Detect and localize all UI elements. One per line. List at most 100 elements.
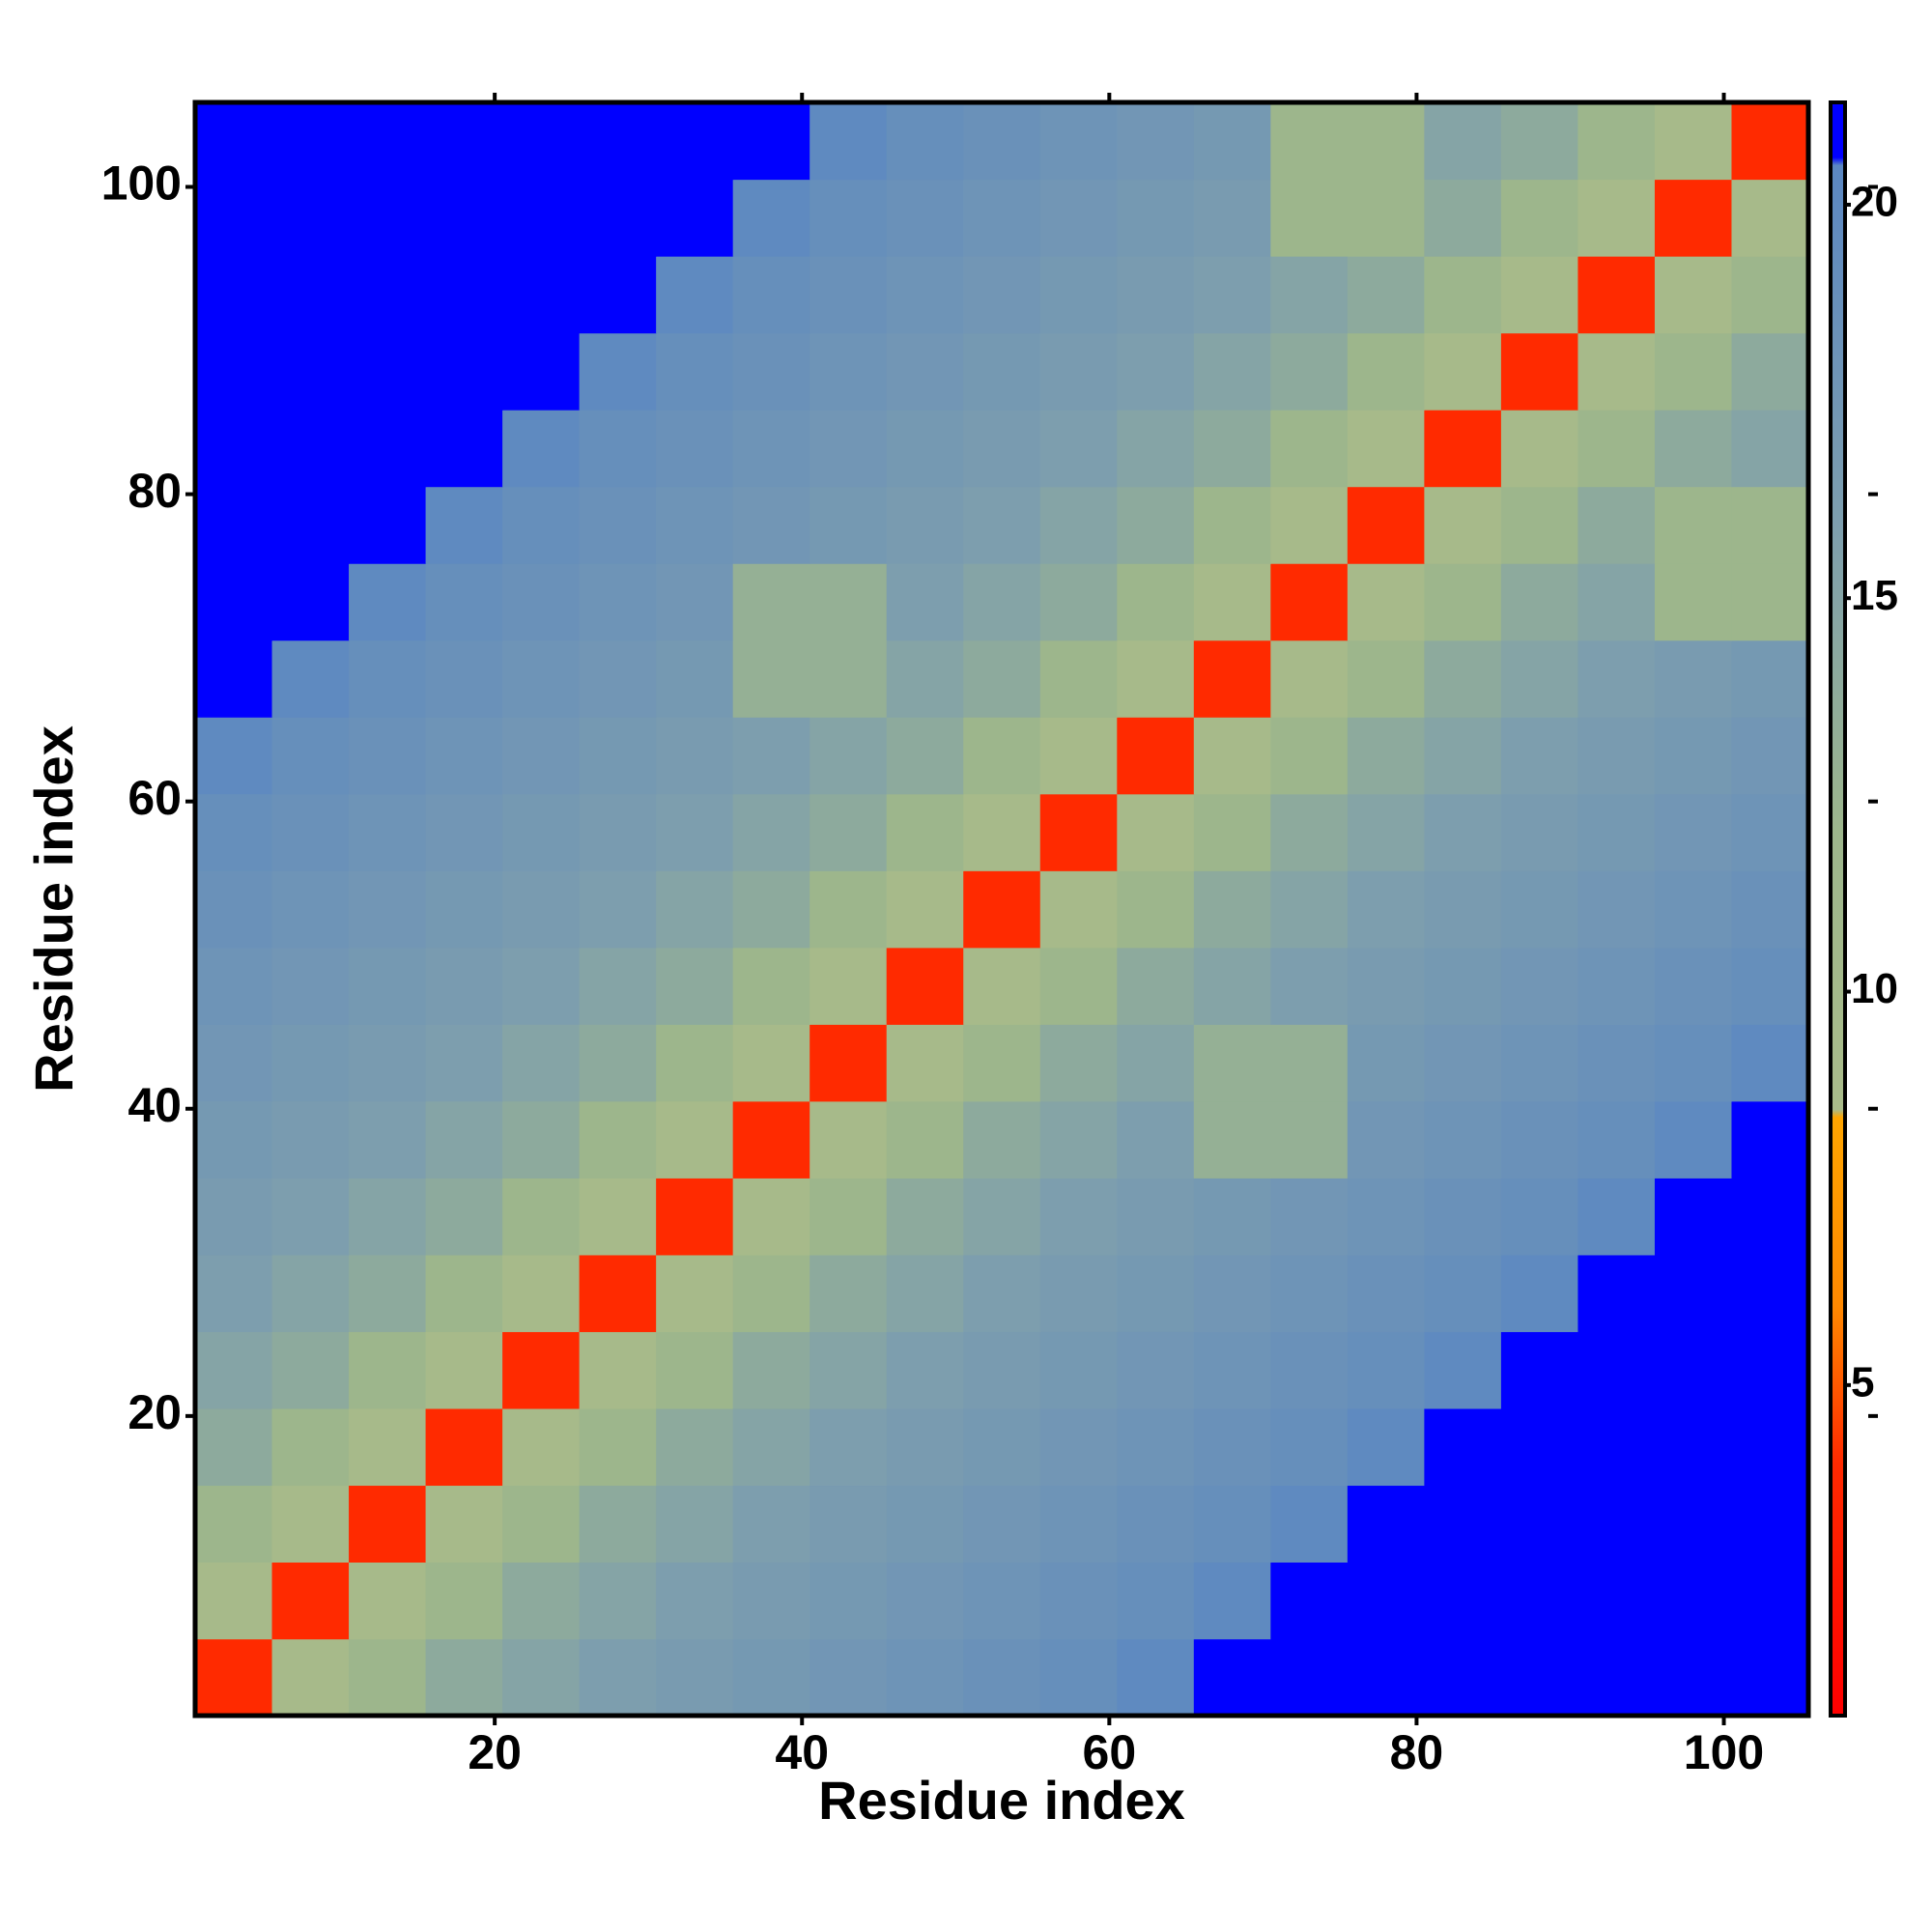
- heatmap-cell: [1193, 256, 1271, 334]
- heatmap-cell: [1654, 1485, 1733, 1563]
- heatmap-cell: [1500, 793, 1579, 871]
- heatmap-cell: [1577, 870, 1656, 949]
- heatmap-cell: [349, 870, 427, 949]
- heatmap-cell: [271, 179, 350, 257]
- heatmap-cell: [271, 486, 350, 564]
- heatmap-cell: [1039, 1485, 1118, 1563]
- heatmap-cell: [1654, 256, 1733, 334]
- heatmap-cell: [425, 332, 503, 411]
- heatmap-cell: [886, 1254, 964, 1332]
- heatmap-cell: [1654, 1024, 1733, 1102]
- heatmap-cell: [425, 102, 503, 181]
- heatmap-cell: [886, 1638, 964, 1717]
- heatmap-cell: [1193, 717, 1271, 795]
- heatmap-cell: [1424, 1638, 1502, 1717]
- heatmap-cell: [732, 717, 810, 795]
- heatmap-cell: [1347, 256, 1425, 334]
- heatmap-cell: [810, 1178, 888, 1256]
- heatmap-cell: [349, 793, 427, 871]
- heatmap-cell: [1347, 1561, 1425, 1640]
- heatmap-cell: [1193, 486, 1271, 564]
- heatmap-cell: [1577, 486, 1656, 564]
- heatmap-cell: [1577, 410, 1656, 488]
- heatmap-cell: [1347, 1254, 1425, 1332]
- heatmap-cell: [1039, 486, 1118, 564]
- heatmap-cell: [963, 1254, 1041, 1332]
- heatmap-cell: [963, 1561, 1041, 1640]
- heatmap-cell: [502, 102, 581, 181]
- heatmap-cell: [425, 486, 503, 564]
- heatmap-cell: [1424, 947, 1502, 1025]
- heatmap-cell: [349, 486, 427, 564]
- heatmap-cell: [1500, 1485, 1579, 1563]
- heatmap-cell: [1731, 332, 1809, 411]
- heatmap-cell: [502, 179, 581, 257]
- heatmap-cell: [349, 947, 427, 1025]
- heatmap-cell: [1270, 1178, 1349, 1256]
- heatmap-cell: [886, 870, 964, 949]
- heatmap-cell: [963, 486, 1041, 564]
- heatmap-cell: [349, 332, 427, 411]
- heatmap-cell: [963, 256, 1041, 334]
- heatmap-cell: [1577, 102, 1656, 181]
- heatmap-cell: [732, 639, 810, 718]
- heatmap-cell: [271, 1024, 350, 1102]
- heatmap-cell: [1193, 563, 1271, 641]
- heatmap-cell: [1039, 870, 1118, 949]
- heatmap-cell: [579, 410, 657, 488]
- heatmap-cell: [349, 1638, 427, 1717]
- heatmap-cell: [1500, 1100, 1579, 1179]
- heatmap-cell: [425, 1331, 503, 1409]
- heatmap-cell: [579, 179, 657, 257]
- heatmap-cell: [502, 486, 581, 564]
- heatmap-cell: [732, 793, 810, 871]
- heatmap-cell: [1577, 1178, 1656, 1256]
- heatmap-cell: [349, 179, 427, 257]
- heatmap-cell: [1577, 1100, 1656, 1179]
- heatmap-cell: [1270, 256, 1349, 334]
- heatmap-cell: [1654, 1407, 1733, 1487]
- heatmap-cell: [425, 870, 503, 949]
- heatmap-cell: [1731, 1638, 1809, 1717]
- heatmap-cell: [656, 1100, 734, 1179]
- heatmap-cell: [502, 1254, 581, 1332]
- heatmap-cell: [656, 1178, 734, 1256]
- heatmap-cell: [1039, 1407, 1118, 1487]
- heatmap-cell: [271, 1638, 350, 1717]
- heatmap-cell: [195, 793, 273, 871]
- heatmap-cell: [349, 1561, 427, 1640]
- heatmap-cell: [810, 1254, 888, 1332]
- x-tick-label: 40: [775, 1725, 829, 1779]
- heatmap-cell: [195, 486, 273, 564]
- heatmap-cell: [1193, 1638, 1271, 1717]
- heatmap-cell: [1654, 1331, 1733, 1409]
- heatmap-cell: [1500, 1024, 1579, 1102]
- heatmap-cell: [1500, 102, 1579, 181]
- heatmap-cell: [271, 102, 350, 181]
- heatmap-cell: [195, 1024, 273, 1102]
- heatmap-cell: [1039, 102, 1118, 181]
- heatmap-cell: [1577, 717, 1656, 795]
- heatmap-cell: [195, 1100, 273, 1179]
- heatmap-cell: [963, 947, 1041, 1025]
- heatmap-cell: [1117, 639, 1195, 718]
- heatmap-cell: [732, 179, 810, 257]
- heatmap-cell: [886, 179, 964, 257]
- heatmap-cell: [1731, 717, 1809, 795]
- heatmap-cell: [656, 256, 734, 334]
- heatmap-cell: [1347, 639, 1425, 718]
- heatmap-cell: [579, 256, 657, 334]
- heatmap-cell: [579, 1561, 657, 1640]
- heatmap-cell: [1193, 793, 1271, 871]
- heatmap-cell: [1577, 639, 1656, 718]
- heatmap-cell: [1731, 1024, 1809, 1102]
- heatmap-cell: [195, 332, 273, 411]
- heatmap-cell: [810, 870, 888, 949]
- heatmap-cell: [810, 1485, 888, 1563]
- heatmap-cell: [1424, 1024, 1502, 1102]
- heatmap-cell: [1193, 1331, 1271, 1409]
- heatmap-cell: [656, 1561, 734, 1640]
- heatmap-cell: [1654, 486, 1733, 564]
- heatmap-cell: [810, 486, 888, 564]
- heatmap-cell: [732, 1638, 810, 1717]
